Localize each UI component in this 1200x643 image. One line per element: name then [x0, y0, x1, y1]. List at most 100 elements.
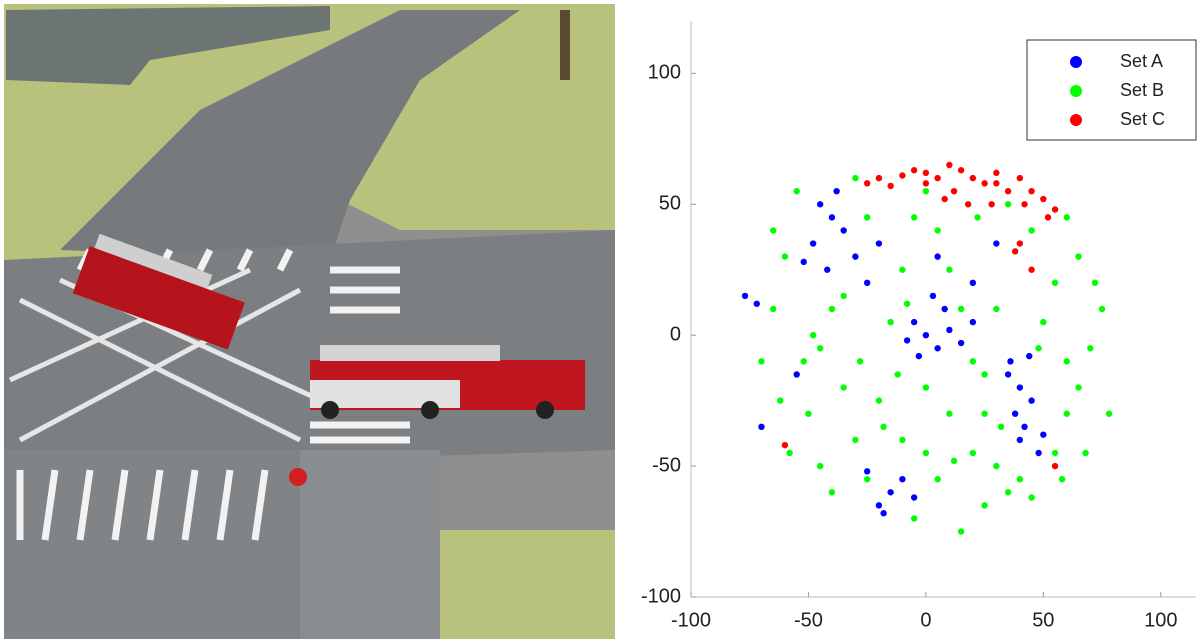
point	[1028, 267, 1034, 273]
point	[899, 437, 905, 443]
point	[946, 267, 952, 273]
point	[887, 489, 893, 495]
point	[923, 332, 929, 338]
point	[1045, 214, 1051, 220]
point	[1005, 188, 1011, 194]
point	[770, 227, 776, 233]
y-tick-label: 100	[648, 62, 681, 84]
point	[1052, 280, 1058, 286]
x-tick-label: -50	[794, 609, 823, 631]
point	[864, 468, 870, 474]
x-tick-label: 100	[1144, 609, 1177, 631]
point	[894, 371, 900, 377]
point	[887, 183, 893, 189]
point	[1017, 175, 1023, 181]
point	[817, 345, 823, 351]
point	[951, 458, 957, 464]
point	[1021, 424, 1027, 430]
point	[1017, 437, 1023, 443]
point	[1028, 188, 1034, 194]
point	[864, 180, 870, 186]
point	[840, 227, 846, 233]
point	[754, 301, 760, 307]
point	[1026, 353, 1032, 359]
point	[941, 306, 947, 312]
point	[1017, 476, 1023, 482]
point	[981, 411, 987, 417]
point	[923, 170, 929, 176]
point	[970, 358, 976, 364]
grass-bottom	[440, 530, 615, 639]
point	[916, 353, 922, 359]
point	[876, 240, 882, 246]
scene-render	[4, 4, 615, 639]
point	[829, 489, 835, 495]
point	[965, 201, 971, 207]
point	[777, 397, 783, 403]
point	[911, 167, 917, 173]
page: -100-50050100-100-50050100Set ASet BSet …	[0, 0, 1200, 643]
point	[911, 319, 917, 325]
point	[904, 301, 910, 307]
y-tick-label: -50	[652, 454, 681, 476]
point	[993, 180, 999, 186]
point	[829, 214, 835, 220]
legend-label: Set B	[1120, 80, 1164, 100]
y-tick-label: 50	[659, 193, 681, 215]
point	[1092, 280, 1098, 286]
point	[1087, 345, 1093, 351]
point	[876, 175, 882, 181]
point	[911, 494, 917, 500]
point	[1052, 206, 1058, 212]
point	[1040, 319, 1046, 325]
point	[876, 397, 882, 403]
point	[852, 175, 858, 181]
point	[1035, 450, 1041, 456]
point	[824, 267, 830, 273]
point	[958, 528, 964, 534]
point	[758, 358, 764, 364]
point	[840, 384, 846, 390]
legend-marker	[1070, 114, 1082, 126]
point	[1040, 196, 1046, 202]
tree	[560, 10, 570, 80]
point	[793, 188, 799, 194]
point	[864, 280, 870, 286]
point	[793, 371, 799, 377]
point	[1035, 345, 1041, 351]
point	[958, 340, 964, 346]
point	[1099, 306, 1105, 312]
point	[864, 476, 870, 482]
point	[934, 175, 940, 181]
point	[923, 180, 929, 186]
point	[946, 327, 952, 333]
point	[941, 196, 947, 202]
point	[923, 450, 929, 456]
point	[1059, 476, 1065, 482]
point	[934, 345, 940, 351]
point	[786, 450, 792, 456]
point	[923, 384, 929, 390]
point	[1028, 227, 1034, 233]
point	[1017, 240, 1023, 246]
point	[1075, 253, 1081, 259]
point	[1064, 411, 1070, 417]
point	[934, 227, 940, 233]
legend-marker	[1070, 56, 1082, 68]
point	[958, 306, 964, 312]
point	[770, 306, 776, 312]
point	[864, 214, 870, 220]
point	[993, 306, 999, 312]
point	[810, 240, 816, 246]
point	[810, 332, 816, 338]
point	[981, 180, 987, 186]
point	[833, 188, 839, 194]
legend-label: Set A	[1120, 51, 1163, 71]
point	[899, 172, 905, 178]
point	[970, 280, 976, 286]
point	[1005, 201, 1011, 207]
point	[887, 319, 893, 325]
point	[852, 253, 858, 259]
point	[857, 358, 863, 364]
point	[742, 293, 748, 299]
